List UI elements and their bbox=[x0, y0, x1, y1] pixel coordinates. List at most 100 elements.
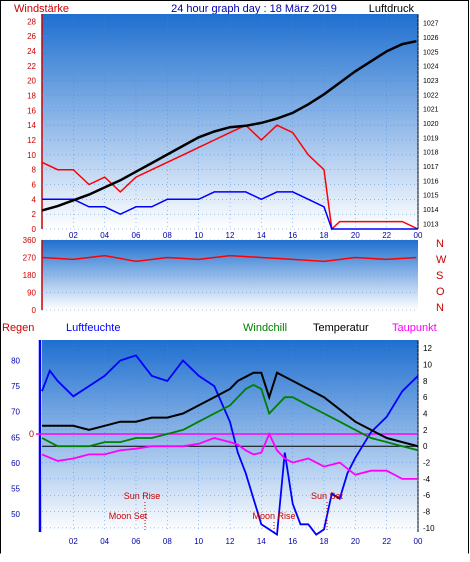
windchill-line bbox=[41, 383, 419, 452]
wind-tick-label: 14 bbox=[27, 121, 36, 130]
climate-x-tick-label: 14 bbox=[257, 537, 266, 546]
compass-label: W bbox=[436, 254, 447, 266]
pressure-tick-label: 1019 bbox=[423, 135, 439, 142]
compass-label: O bbox=[436, 286, 445, 298]
wind-tick-label: 16 bbox=[27, 106, 36, 115]
wind-x-tick-label: 12 bbox=[226, 231, 235, 240]
direction-series bbox=[41, 254, 417, 263]
sun-set-label: Sun Set bbox=[311, 491, 344, 501]
temperature-tick-label: 0 bbox=[423, 442, 428, 451]
climate-x-tick-label: 06 bbox=[132, 537, 141, 546]
sun-rise-label: Sun Rise bbox=[124, 491, 161, 501]
climate-x-tick-label: 12 bbox=[226, 537, 235, 546]
wind-gust-line bbox=[41, 124, 419, 231]
pressure-tick-label: 1018 bbox=[423, 150, 439, 157]
pressure-tick-label: 1025 bbox=[423, 49, 439, 56]
wind-tick-label: 20 bbox=[27, 77, 36, 86]
humidity-tick-label: 55 bbox=[11, 484, 20, 493]
climate-legend: Regen Luftfeuchte Windchill Temperatur T… bbox=[2, 322, 437, 334]
wind-x-tick-label: 08 bbox=[163, 231, 172, 240]
climate-x-tick-label: 18 bbox=[320, 537, 329, 546]
climate-x-tick-label: 08 bbox=[163, 537, 172, 546]
legend-rain: Regen bbox=[2, 322, 34, 334]
pressure-tick-label: 1016 bbox=[423, 178, 439, 185]
wind-tick-label: 26 bbox=[27, 32, 36, 41]
wind-x-tick-label: 22 bbox=[382, 231, 391, 240]
pressure-tick-label: 1014 bbox=[423, 207, 439, 214]
climate-series bbox=[36, 354, 419, 537]
climate-x-tick-label: 20 bbox=[351, 537, 360, 546]
wind-tick-label: 4 bbox=[32, 195, 37, 204]
wind-tick-label: 10 bbox=[27, 151, 36, 160]
sun-moon-annotations: Sun Rise Moon Set Moon Rise Sun Set bbox=[109, 491, 344, 532]
wind-tick-label: 12 bbox=[27, 136, 36, 145]
wind-panel-bg bbox=[42, 14, 418, 229]
legend-humidity: Luftfeuchte bbox=[66, 322, 120, 334]
temperature-tick-label: -10 bbox=[423, 524, 435, 533]
wind-grid bbox=[42, 14, 419, 230]
humidity-tick-label: 70 bbox=[11, 408, 20, 417]
wind-direction-line bbox=[41, 254, 417, 263]
climate-right-ticks: -10 -8 -6 -4 -2 0 2 4 6 8 10 12 bbox=[423, 344, 435, 533]
wind-tick-label: 28 bbox=[27, 17, 36, 26]
humidity-tick-label: 60 bbox=[11, 459, 20, 468]
humidity-line bbox=[41, 354, 419, 537]
temperature-tick-label: 10 bbox=[423, 361, 432, 370]
compass-label: S bbox=[436, 270, 443, 282]
wind-tick-label: 22 bbox=[27, 62, 36, 71]
temperature-tick-label: 12 bbox=[423, 344, 432, 353]
bottom-band bbox=[0, 553, 469, 561]
direction-tick-label: 0 bbox=[32, 306, 37, 315]
temperature-tick-label: -4 bbox=[423, 475, 431, 484]
humidity-tick-label: 80 bbox=[11, 356, 20, 365]
wind-x-ticks: 02 04 06 08 10 12 14 16 18 20 22 00 bbox=[69, 231, 423, 240]
pressure-tick-label: 1020 bbox=[423, 121, 439, 128]
temperature-tick-label: 8 bbox=[423, 377, 428, 386]
wind-x-tick-label: 04 bbox=[100, 231, 109, 240]
climate-x-ticks: 02 04 06 08 10 12 14 16 18 20 22 00 bbox=[69, 537, 423, 546]
climate-grid bbox=[42, 340, 419, 532]
direction-tick-label: 180 bbox=[23, 271, 37, 280]
compass-label: N bbox=[436, 238, 444, 250]
wind-x-tick-label: 18 bbox=[320, 231, 329, 240]
direction-grid bbox=[42, 239, 418, 311]
climate-x-tick-label: 10 bbox=[194, 537, 203, 546]
wind-series bbox=[41, 39, 419, 231]
legend-temperature: Temperatur bbox=[313, 322, 369, 334]
direction-tick-label: 90 bbox=[27, 289, 36, 298]
moon-rise-label: Moon Rise bbox=[252, 511, 295, 521]
humidity-tick-label: 65 bbox=[11, 433, 20, 442]
wind-tick-label: 8 bbox=[32, 166, 37, 175]
pressure-tick-label: 1027 bbox=[423, 21, 439, 28]
wind-x-tick-label: 20 bbox=[351, 231, 360, 240]
wind-tick-label: 6 bbox=[32, 181, 37, 190]
wind-x-tick-label: 14 bbox=[257, 231, 266, 240]
wind-x-tick-label: 16 bbox=[288, 231, 297, 240]
humidity-tick-label: 75 bbox=[11, 382, 20, 391]
legend-windchill: Windchill bbox=[243, 322, 287, 334]
wind-x-tick-label: 06 bbox=[132, 231, 141, 240]
temperature-tick-label: 4 bbox=[423, 410, 428, 419]
pressure-tick-label: 1013 bbox=[423, 221, 439, 228]
rain-zero-label: 0 bbox=[29, 429, 34, 439]
dewpoint-line bbox=[41, 431, 418, 480]
header-right-label: Luftdruck bbox=[369, 3, 415, 15]
wind-tick-label: 2 bbox=[32, 210, 37, 219]
wind-right-ticks: 1013 1014 1015 1016 1017 1018 1019 1020 1021 1022… bbox=[423, 21, 439, 229]
legend-dewpoint: Taupunkt bbox=[392, 322, 437, 334]
humidity-tick-label: 50 bbox=[11, 510, 20, 519]
pressure-line bbox=[41, 39, 417, 212]
temperature-tick-label: 6 bbox=[423, 393, 428, 402]
pressure-tick-label: 1026 bbox=[423, 35, 439, 42]
wind-average-line bbox=[42, 191, 418, 230]
temperature-tick-label: -8 bbox=[423, 508, 431, 517]
moon-set-label: Moon Set bbox=[109, 511, 148, 521]
temperature-line bbox=[42, 371, 419, 448]
pressure-tick-label: 1022 bbox=[423, 92, 439, 99]
temperature-tick-label: -6 bbox=[423, 491, 431, 500]
pressure-tick-label: 1017 bbox=[423, 164, 439, 171]
direction-tick-label: 270 bbox=[23, 254, 37, 263]
